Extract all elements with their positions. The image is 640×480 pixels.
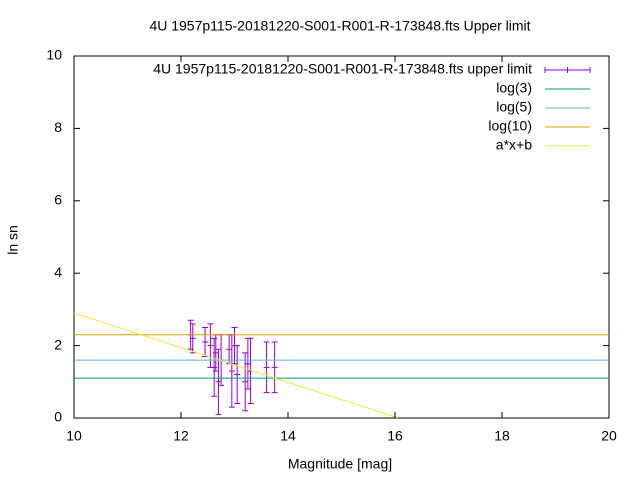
plot-border [73, 55, 610, 419]
error-bar [242, 352, 249, 412]
legend-label: log(3) [496, 80, 532, 96]
plot-area [74, 312, 609, 418]
error-bar [271, 341, 278, 394]
error-bar [215, 348, 222, 415]
legend-label: a*x+b [496, 137, 532, 153]
error-bar [212, 334, 219, 372]
x-tick-label: 10 [66, 428, 82, 444]
x-tick-label: 20 [601, 428, 617, 444]
legend-label: log(5) [496, 99, 532, 115]
chart-title: 4U 1957p115-20181220-S001-R001-R-173848.… [149, 18, 530, 34]
x-tick-label: 12 [173, 428, 189, 444]
x-tick-label: 18 [494, 428, 510, 444]
error-bar [263, 341, 270, 394]
error-bar [234, 345, 241, 405]
error-bar [228, 334, 235, 408]
legend-label: log(10) [488, 118, 532, 134]
error-bar [189, 323, 196, 354]
y-axis-label: ln sn [5, 225, 21, 255]
error-bar [244, 337, 251, 390]
error-bar [226, 334, 233, 365]
error-bar [207, 323, 214, 368]
series-line [74, 312, 399, 418]
error-bar [202, 327, 209, 357]
legend-label: 4U 1957p115-20181220-S001-R001-R-173848.… [153, 61, 532, 77]
x-axis-label: Magnitude [mag] [288, 456, 392, 472]
error-bar [247, 337, 254, 405]
y-tick-label: 4 [54, 264, 62, 280]
y-tick-label: 10 [46, 47, 62, 63]
error-bar [211, 337, 218, 397]
y-tick-label: 6 [54, 192, 62, 208]
x-tick-label: 14 [280, 428, 296, 444]
y-tick-label: 8 [54, 119, 62, 135]
y-tick-label: 0 [54, 409, 62, 425]
x-tick-label: 16 [387, 428, 403, 444]
y-tick-label: 2 [54, 336, 62, 352]
